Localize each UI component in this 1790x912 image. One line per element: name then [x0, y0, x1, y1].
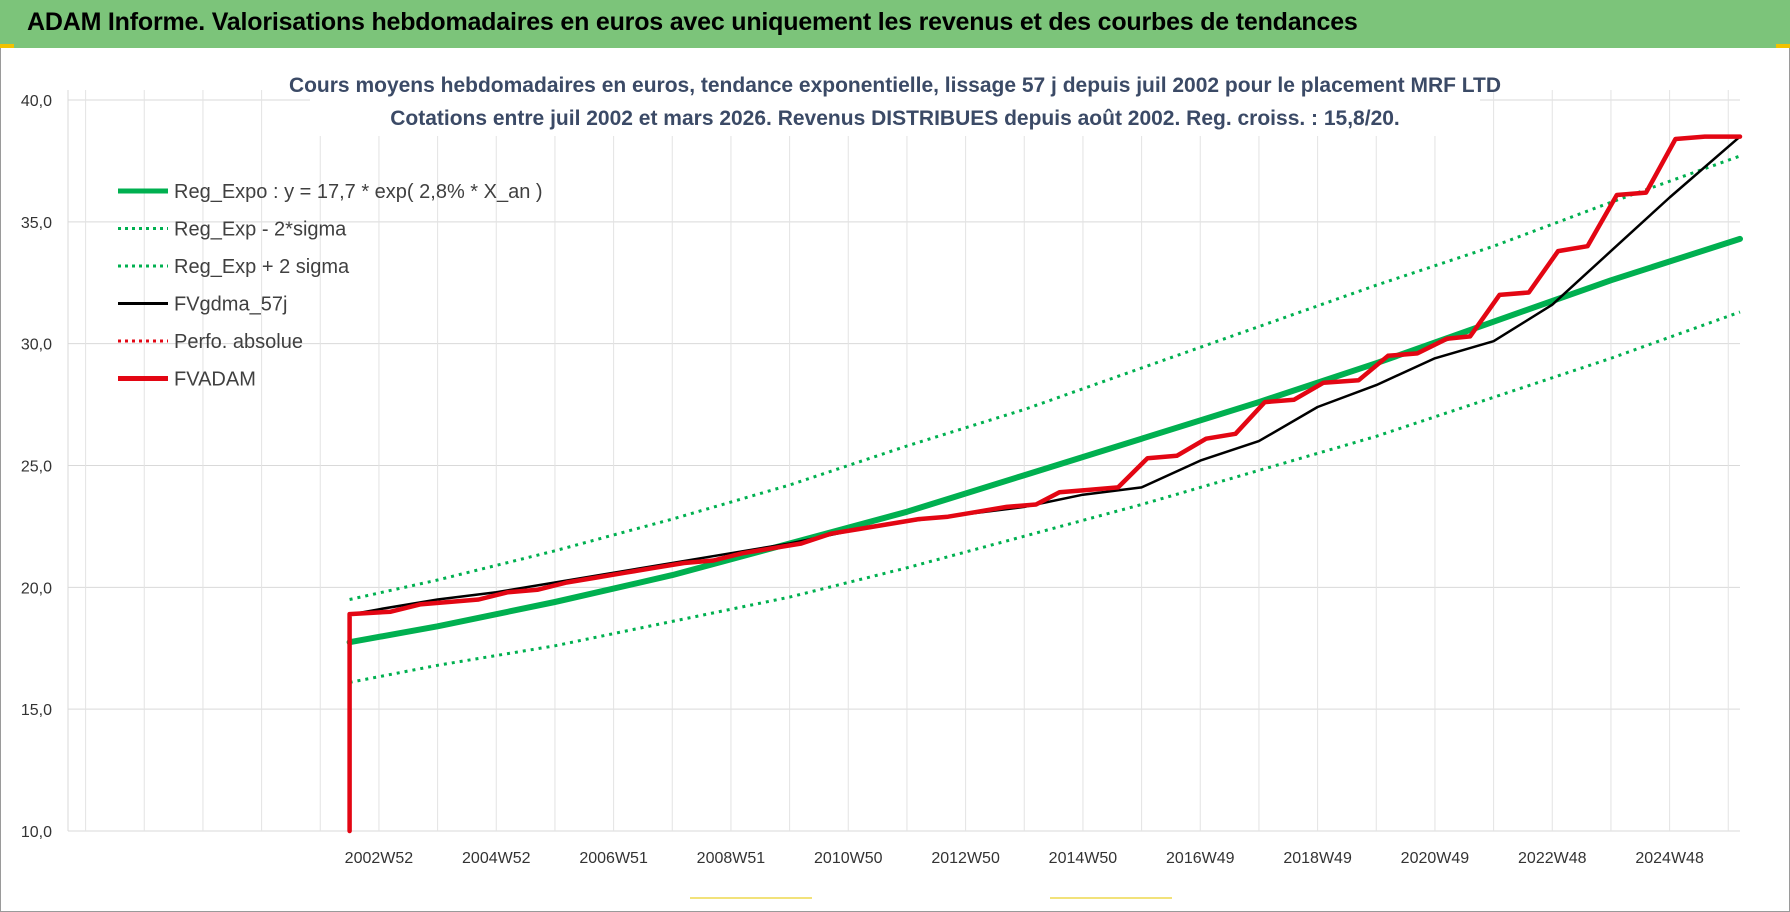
chart-title: Cours moyens hebdomadaires en euros, ten… — [289, 74, 1501, 97]
x-tick-label: 2010W50 — [814, 850, 883, 867]
series-line-5 — [347, 134, 1743, 834]
x-tick-label: 2008W51 — [697, 850, 766, 867]
header-bar: ADAM Informe. Valorisations hebdomadaire… — [0, 0, 1790, 48]
footer-mark — [690, 897, 812, 899]
legend: Reg_Expo : y = 17,7 * exp( 2,8% * X_an )… — [118, 181, 543, 391]
y-tick-label: 35,0 — [21, 215, 52, 232]
x-axis-ticks: 2002W52 2004W52 2006W51 2008W51 2010W50 2012W… — [345, 850, 1704, 867]
legend-label: Perfo. absolue — [174, 331, 303, 353]
series-line-3 — [351, 135, 1742, 616]
legend-label: Reg_Exp - 2*sigma — [174, 219, 347, 241]
corner-marker — [0, 44, 14, 48]
legend-label: FVADAM — [174, 369, 256, 391]
x-tick-label: 2022W48 — [1518, 850, 1587, 867]
series-line-2 — [349, 154, 1741, 601]
corner-marker — [1776, 44, 1790, 48]
y-tick-label: 30,0 — [21, 337, 52, 354]
series-line-0 — [346, 235, 1743, 646]
footer-mark — [1050, 897, 1172, 899]
x-tick-label: 2012W50 — [931, 850, 1000, 867]
title-background — [310, 64, 1480, 136]
legend-label: Reg_Exp + 2 sigma — [174, 256, 350, 278]
page-title: ADAM Informe. Valorisations hebdomadaire… — [27, 8, 1358, 36]
y-tick-label: 20,0 — [21, 580, 52, 597]
x-tick-label: 2016W49 — [1166, 850, 1235, 867]
series-line-1 — [349, 310, 1741, 684]
series-lines — [346, 134, 1743, 834]
x-tick-label: 2006W51 — [579, 850, 648, 867]
legend-label: Reg_Expo : y = 17,7 * exp( 2,8% * X_an ) — [174, 181, 543, 203]
legend-label: FVgdma_57j — [174, 294, 287, 316]
x-tick-label: 2014W50 — [1049, 850, 1118, 867]
y-tick-label: 15,0 — [21, 702, 52, 719]
y-tick-label: 25,0 — [21, 459, 52, 476]
y-tick-label: 10,0 — [21, 824, 52, 841]
x-tick-label: 2002W52 — [345, 850, 414, 867]
y-axis-ticks: 10,0 15,0 20,0 25,0 30,0 35,0 40,0 — [21, 93, 52, 841]
x-tick-label: 2004W52 — [462, 850, 531, 867]
x-tick-label: 2018W49 — [1283, 850, 1352, 867]
x-tick-label: 2024W48 — [1635, 850, 1704, 867]
y-tick-label: 40,0 — [21, 93, 52, 110]
x-tick-label: 2020W49 — [1401, 850, 1470, 867]
chart-subtitle: Cotations entre juil 2002 et mars 2026. … — [390, 107, 1400, 130]
